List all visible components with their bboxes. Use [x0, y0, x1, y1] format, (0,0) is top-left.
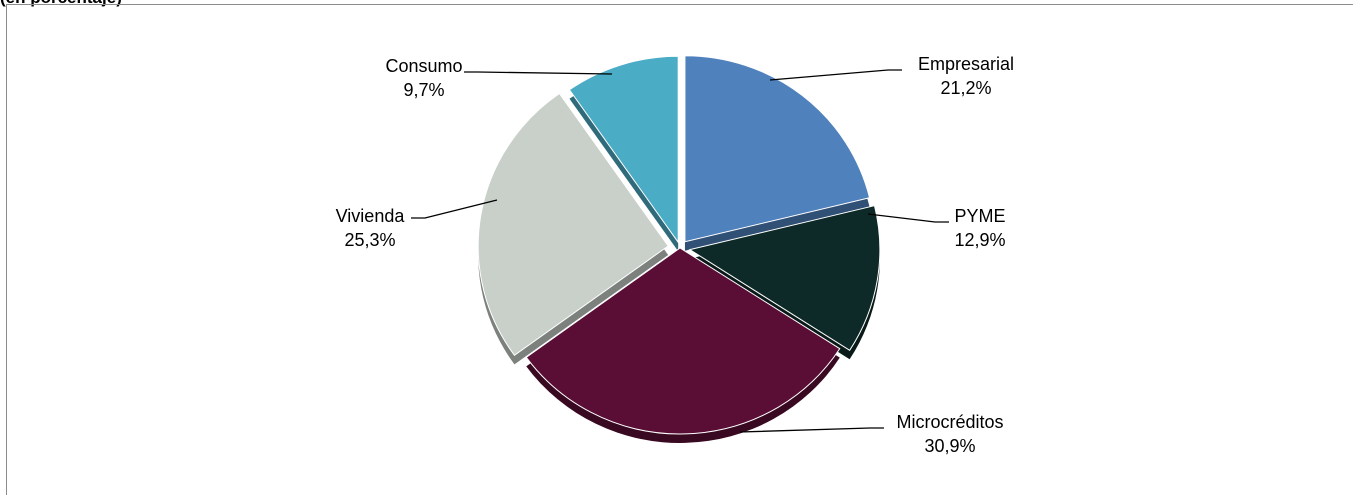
leader-line-empresarial	[769, 69, 902, 81]
label-value-vivienda: 25,3%	[344, 230, 395, 250]
label-value-consumo: 9,7%	[403, 80, 444, 100]
data-labels: Empresarial 21,2% PYME 12,9% Microcréditos 30…	[336, 54, 1014, 456]
slice-consumo	[568, 55, 679, 244]
label-value-pyme: 12,9%	[954, 230, 1005, 250]
leader-line-vivienda	[411, 199, 498, 219]
chart-heading-clipped: (en porcentaje)	[0, 0, 122, 8]
label-category-vivienda: Vivienda	[336, 206, 406, 226]
label-value-empresarial: 21,2%	[940, 78, 991, 98]
leader-line-pyme	[867, 213, 949, 223]
label-category-consumo: Consumo	[385, 56, 462, 76]
slice-empresarial	[684, 55, 871, 243]
label-category-pyme: PYME	[954, 206, 1005, 226]
label-category-empresarial: Empresarial	[918, 54, 1014, 74]
slice-vivienda	[477, 92, 669, 357]
slice-microcréditos	[525, 247, 841, 435]
leader-line-consumo	[464, 71, 613, 75]
pie-slices	[477, 55, 881, 435]
label-category-microcréditos: Microcréditos	[896, 412, 1003, 432]
slice-pyme	[688, 205, 881, 351]
leader-line-microcréditos	[739, 427, 884, 433]
chart-frame	[6, 4, 1353, 495]
label-value-microcréditos: 30,9%	[924, 436, 975, 456]
